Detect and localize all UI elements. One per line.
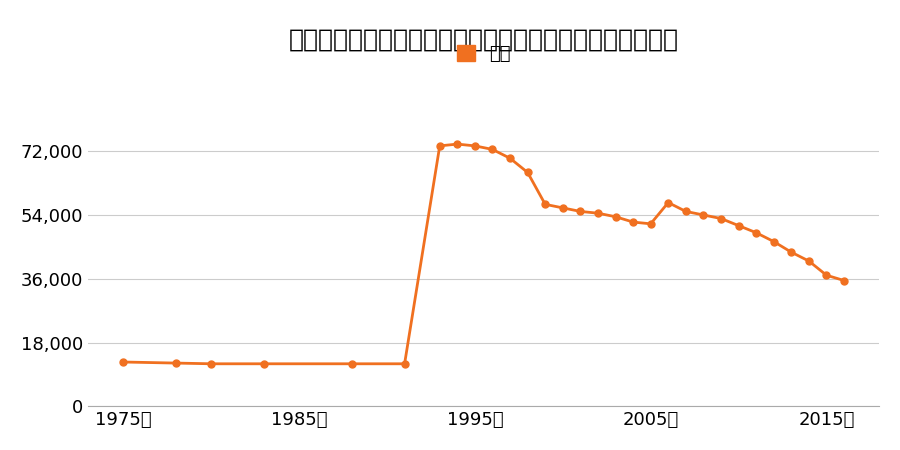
Title: 茨城県那珂郡那珂町菅谷字具保内３９８９番３の地価推移: 茨城県那珂郡那珂町菅谷字具保内３９８９番３の地価推移 <box>289 27 679 51</box>
Legend: 価格: 価格 <box>449 38 518 70</box>
